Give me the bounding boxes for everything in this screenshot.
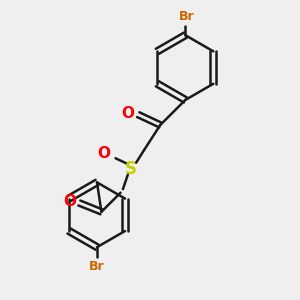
Text: O: O [97,146,110,161]
Text: O: O [63,194,76,209]
Text: Br: Br [179,11,195,23]
Text: O: O [122,106,135,121]
Text: S: S [125,160,137,178]
Text: Br: Br [89,260,105,272]
